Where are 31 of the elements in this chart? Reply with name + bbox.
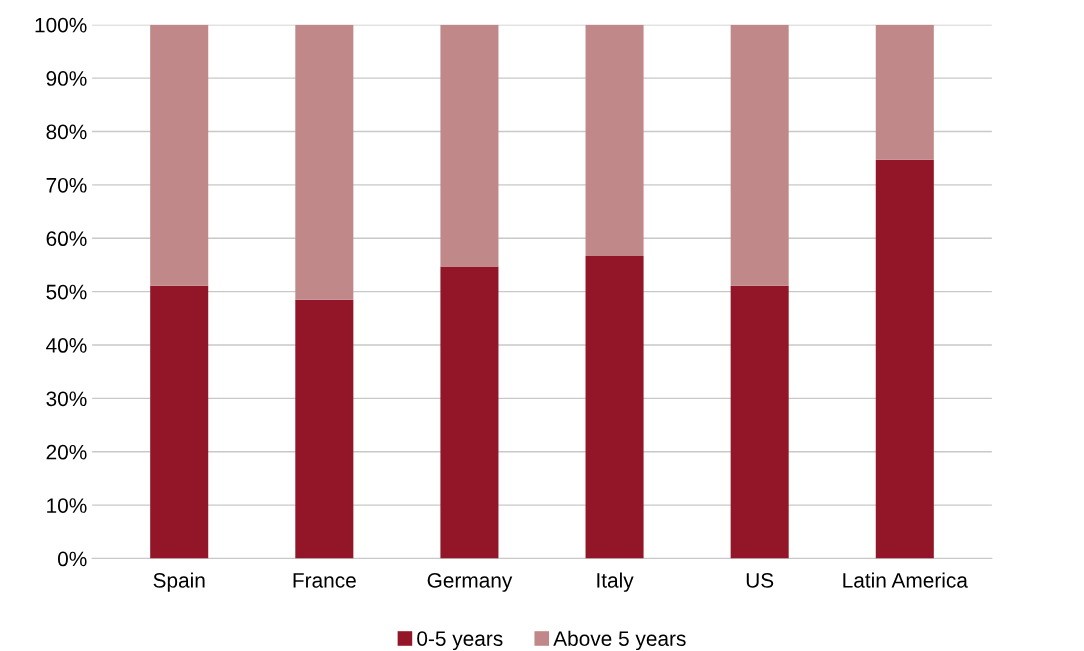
- x-tick-label: US: [746, 573, 774, 588]
- bar: [150, 24, 209, 286]
- bar: [150, 285, 209, 559]
- y-tick-label: 10%: [47, 498, 87, 513]
- legend-label: 0-5 years: [417, 631, 503, 651]
- y-tick-label: 70%: [46, 177, 87, 193]
- x-tick-label: Italy: [597, 572, 634, 592]
- bar: [295, 299, 354, 559]
- bar: [875, 159, 934, 559]
- y-tick-label: 60%: [46, 231, 87, 247]
- bar: [585, 255, 644, 559]
- y-tick-label: 40%: [46, 338, 87, 353]
- bar: [730, 24, 789, 286]
- x-tick-label: Spain: [153, 572, 205, 592]
- y-tick-label: 50%: [46, 284, 87, 300]
- y-tick-label: 100%: [35, 17, 87, 33]
- bar: [730, 285, 789, 559]
- y-tick-label: 0%: [57, 551, 87, 567]
- y-tick-label: 80%: [46, 124, 87, 140]
- bar: [875, 24, 934, 160]
- bar: [440, 266, 499, 559]
- x-tick-label: Germany: [427, 573, 513, 592]
- y-tick-label: 30%: [46, 391, 87, 407]
- bar: [295, 24, 354, 300]
- bar: [585, 24, 644, 256]
- x-tick-label: Latin America: [843, 572, 968, 588]
- bar: [440, 24, 499, 267]
- legend-label: Above 5 years: [553, 630, 686, 651]
- y-tick-label: 20%: [46, 444, 87, 460]
- x-tick-label: France: [293, 573, 356, 588]
- y-tick-label: 90%: [46, 71, 87, 86]
